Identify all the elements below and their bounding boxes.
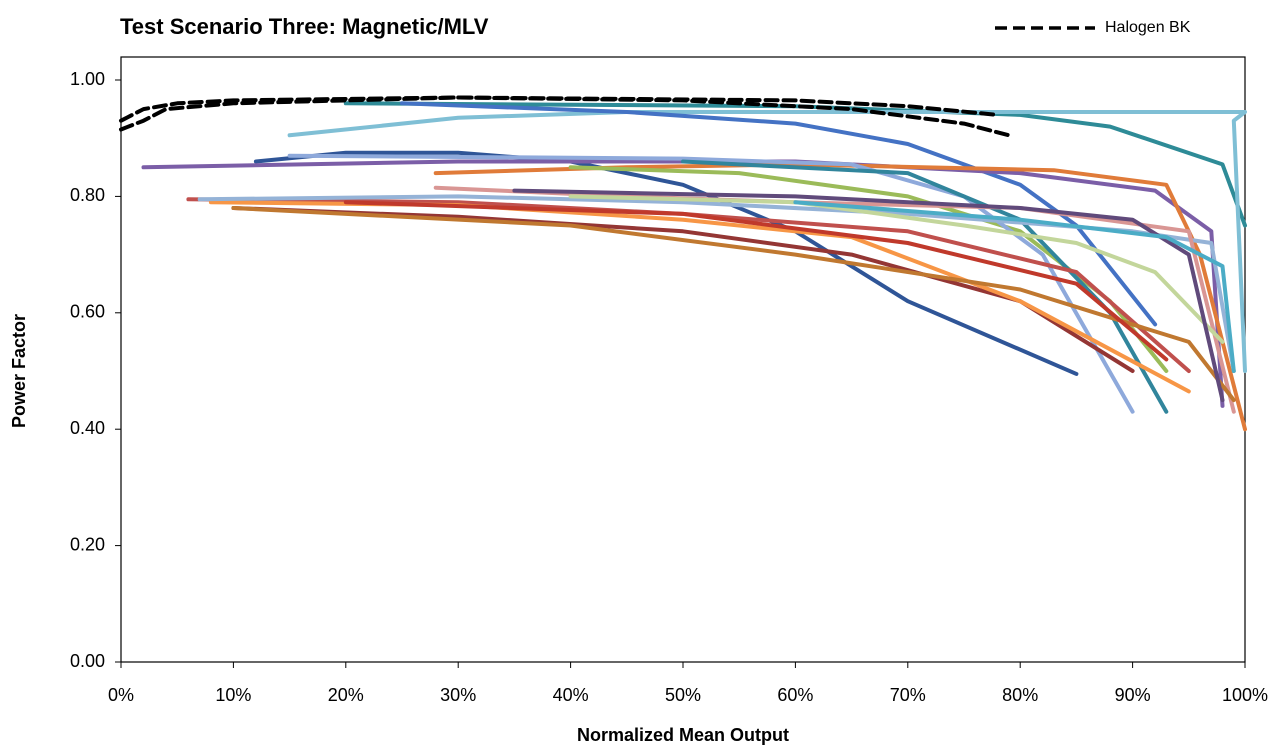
y-tick-label: 0.20 <box>70 534 105 554</box>
chart-title: Test Scenario Three: Magnetic/MLV <box>120 14 489 39</box>
series-line <box>141 159 1225 408</box>
series-line <box>400 101 1158 327</box>
series-line <box>119 95 1000 123</box>
x-tick-label: 10% <box>215 685 251 705</box>
series-line <box>197 194 1236 373</box>
x-tick-label: 100% <box>1222 685 1268 705</box>
series-line <box>186 197 1191 373</box>
series-line <box>287 110 1247 373</box>
legend-label: Halogen BK <box>1105 19 1191 36</box>
series-line <box>253 150 1079 376</box>
y-tick-label: 0.40 <box>70 418 105 438</box>
plot-frame <box>120 56 1246 663</box>
series-line <box>433 185 1236 414</box>
x-tick-label: 0% <box>108 685 134 705</box>
x-tick-label: 90% <box>1115 685 1151 705</box>
x-tick-label: 80% <box>1002 685 1038 705</box>
y-tick-label: 1.00 <box>70 69 105 89</box>
series-line <box>343 200 1169 362</box>
series-line <box>793 200 1236 373</box>
y-axis-title: Power Factor <box>9 314 29 428</box>
series-line <box>231 206 1236 403</box>
x-tick-label: 60% <box>777 685 813 705</box>
series-line <box>119 95 1011 138</box>
x-tick-label: 30% <box>440 685 476 705</box>
series-line <box>512 188 1225 403</box>
x-tick-label: 50% <box>665 685 701 705</box>
y-tick-label: 0.60 <box>70 302 105 322</box>
series-line <box>568 194 1225 344</box>
x-tick-label: 70% <box>890 685 926 705</box>
x-tick-label: 40% <box>553 685 589 705</box>
x-axis-title: Normalized Mean Output <box>577 725 789 745</box>
y-tick-label: 0.00 <box>70 651 105 671</box>
x-tick-label: 20% <box>328 685 364 705</box>
series-line <box>343 101 1247 228</box>
y-tick-label: 0.80 <box>70 185 105 205</box>
